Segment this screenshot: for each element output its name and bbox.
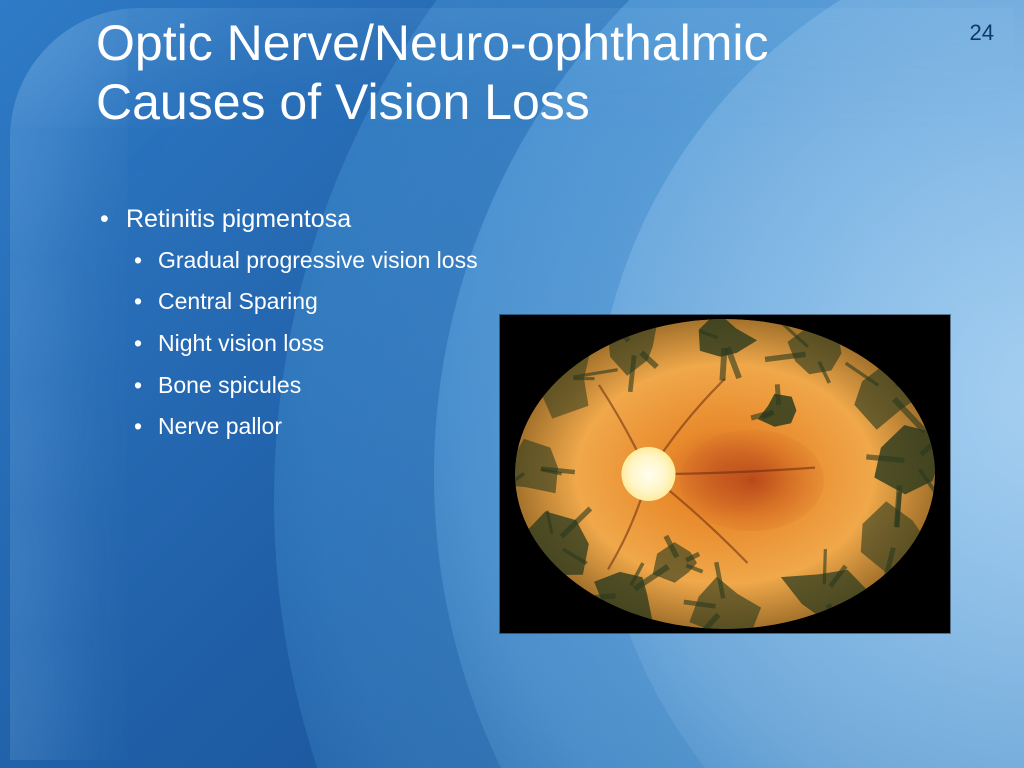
list-item: Gradual progressive vision loss [134, 243, 530, 279]
bullet-label: Central Sparing [158, 288, 318, 314]
bullet-label: Night vision loss [158, 330, 324, 356]
list-item: Night vision loss [134, 326, 530, 362]
fundus-svg [500, 315, 950, 633]
list-item: Bone spicules [134, 368, 530, 404]
list-item: Retinitis pigmentosa Gradual progressive… [100, 200, 530, 445]
bullet-label: Gradual progressive vision loss [158, 247, 478, 273]
list-item: Nerve pallor [134, 409, 530, 445]
bullet-label: Nerve pallor [158, 413, 282, 439]
slide-title: Optic Nerve/Neuro-ophthalmic Causes of V… [96, 14, 934, 132]
bullet-list-level2: Gradual progressive vision loss Central … [134, 243, 530, 445]
page-number: 24 [970, 20, 994, 46]
bullet-label: Retinitis pigmentosa [126, 205, 351, 233]
content-block: Retinitis pigmentosa Gradual progressive… [100, 200, 530, 451]
bullet-label: Bone spicules [158, 372, 301, 398]
list-item: Central Sparing [134, 284, 530, 320]
slide: 24 Optic Nerve/Neuro-ophthalmic Causes o… [0, 0, 1024, 768]
fundus-photo [500, 315, 950, 633]
bullet-list-level1: Retinitis pigmentosa Gradual progressive… [100, 200, 530, 445]
